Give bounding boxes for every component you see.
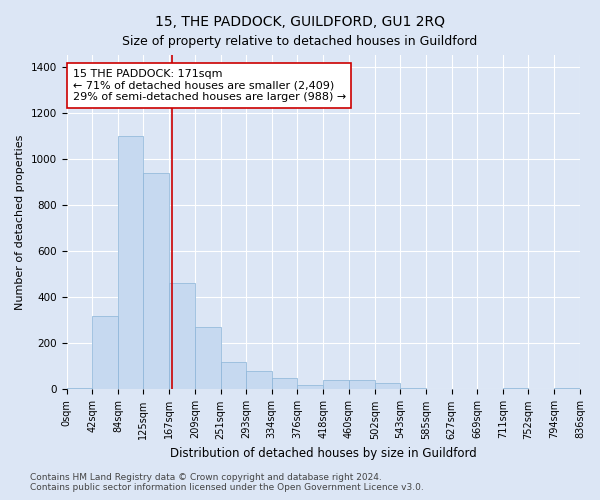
Bar — [375, 382, 400, 390]
Bar — [503, 388, 529, 390]
Bar — [298, 385, 323, 390]
Bar — [554, 388, 580, 390]
Bar — [349, 380, 375, 390]
Bar — [169, 284, 195, 390]
Text: Size of property relative to detached houses in Guildford: Size of property relative to detached ho… — [122, 35, 478, 48]
Bar — [221, 362, 247, 390]
Bar — [272, 378, 298, 390]
Text: 15, THE PADDOCK, GUILDFORD, GU1 2RQ: 15, THE PADDOCK, GUILDFORD, GU1 2RQ — [155, 15, 445, 29]
Bar — [247, 371, 272, 390]
Text: Contains HM Land Registry data © Crown copyright and database right 2024.
Contai: Contains HM Land Registry data © Crown c… — [30, 473, 424, 492]
Bar — [118, 136, 143, 390]
Text: 15 THE PADDOCK: 171sqm
← 71% of detached houses are smaller (2,409)
29% of semi-: 15 THE PADDOCK: 171sqm ← 71% of detached… — [73, 69, 346, 102]
Bar — [143, 172, 169, 390]
Bar — [323, 380, 349, 390]
Bar — [67, 388, 92, 390]
Y-axis label: Number of detached properties: Number of detached properties — [15, 134, 25, 310]
Bar — [92, 316, 118, 390]
X-axis label: Distribution of detached houses by size in Guildford: Distribution of detached houses by size … — [170, 447, 476, 460]
Bar — [400, 388, 426, 390]
Bar — [195, 327, 221, 390]
